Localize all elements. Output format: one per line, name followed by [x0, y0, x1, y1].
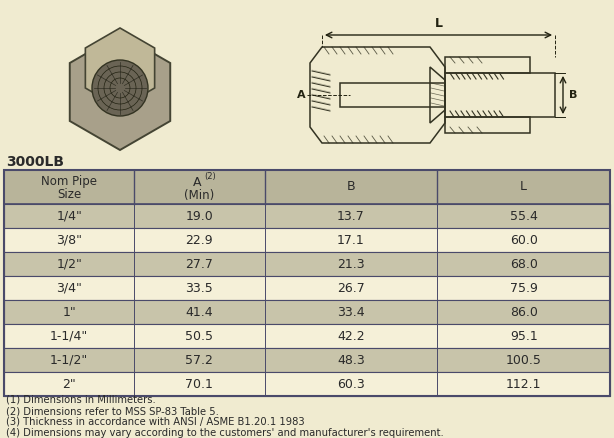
Text: 100.5: 100.5 — [506, 353, 542, 367]
Text: 1-1/2": 1-1/2" — [50, 353, 88, 367]
Text: 3000LB: 3000LB — [6, 155, 64, 169]
Text: (3) Thickness in accordance with ANSI / ASME B1.20.1 1983: (3) Thickness in accordance with ANSI / … — [6, 417, 305, 427]
Bar — [4, 348, 610, 372]
Text: 26.7: 26.7 — [337, 282, 365, 294]
Text: 48.3: 48.3 — [337, 353, 365, 367]
Text: (4) Dimensions may vary according to the customers' and manufacturer's requireme: (4) Dimensions may vary according to the… — [6, 428, 444, 438]
Text: L: L — [520, 180, 527, 194]
Text: (1) Dimensions in Millimeters.: (1) Dimensions in Millimeters. — [6, 395, 156, 405]
Bar — [4, 228, 610, 252]
Text: 3/4": 3/4" — [56, 282, 82, 294]
Text: 1-1/4": 1-1/4" — [50, 329, 88, 343]
Text: 17.1: 17.1 — [337, 233, 365, 247]
Text: A: A — [193, 176, 201, 188]
Text: 21.3: 21.3 — [337, 258, 365, 271]
Text: 22.9: 22.9 — [185, 233, 213, 247]
Text: (2) Dimensions refer to MSS SP-83 Table 5.: (2) Dimensions refer to MSS SP-83 Table … — [6, 406, 219, 416]
Text: 33.5: 33.5 — [185, 282, 213, 294]
Bar — [4, 170, 610, 396]
Text: 86.0: 86.0 — [510, 305, 538, 318]
Text: 1/2": 1/2" — [56, 258, 82, 271]
Text: 41.4: 41.4 — [185, 305, 213, 318]
Text: L: L — [435, 17, 443, 30]
Text: 112.1: 112.1 — [506, 378, 542, 391]
Bar — [445, 117, 530, 133]
Bar — [445, 57, 530, 73]
Text: B: B — [347, 180, 356, 194]
Text: 3/8": 3/8" — [56, 233, 82, 247]
Bar — [4, 252, 610, 276]
Circle shape — [92, 60, 148, 116]
Text: 57.2: 57.2 — [185, 353, 214, 367]
Text: 2": 2" — [62, 378, 76, 391]
Polygon shape — [85, 28, 155, 108]
Text: 13.7: 13.7 — [337, 209, 365, 223]
Text: 33.4: 33.4 — [337, 305, 365, 318]
Text: 68.0: 68.0 — [510, 258, 538, 271]
Text: B: B — [569, 90, 577, 100]
Text: Size: Size — [57, 188, 81, 201]
Bar — [4, 324, 610, 348]
Text: 19.0: 19.0 — [185, 209, 213, 223]
Bar — [4, 300, 610, 324]
Text: 70.1: 70.1 — [185, 378, 214, 391]
Text: 1": 1" — [62, 305, 76, 318]
Bar — [4, 372, 610, 396]
Text: 27.7: 27.7 — [185, 258, 214, 271]
Bar — [340, 83, 445, 107]
Text: A: A — [297, 90, 306, 100]
Text: 42.2: 42.2 — [337, 329, 365, 343]
Text: (2): (2) — [204, 173, 216, 181]
Text: 60.0: 60.0 — [510, 233, 538, 247]
Bar — [4, 170, 610, 204]
Text: Nom Pipe: Nom Pipe — [41, 176, 97, 188]
Text: 60.3: 60.3 — [337, 378, 365, 391]
Text: 1/4": 1/4" — [56, 209, 82, 223]
Polygon shape — [70, 34, 170, 150]
Text: (Min): (Min) — [184, 188, 214, 201]
Bar — [4, 276, 610, 300]
Text: 95.1: 95.1 — [510, 329, 537, 343]
Text: 50.5: 50.5 — [185, 329, 214, 343]
Text: 55.4: 55.4 — [510, 209, 538, 223]
Bar — [445, 73, 555, 117]
Bar — [4, 204, 610, 228]
Text: 75.9: 75.9 — [510, 282, 538, 294]
